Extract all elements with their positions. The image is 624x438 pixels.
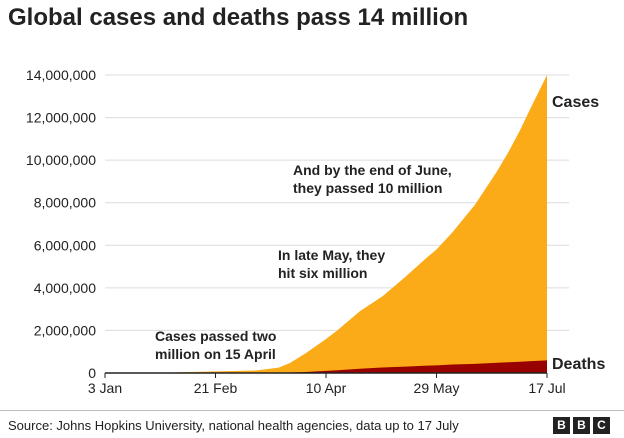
annotation-text: And by the end of June, — [293, 162, 452, 178]
x-tick-label: 29 May — [414, 380, 460, 396]
y-tick-label: 8,000,000 — [34, 195, 96, 211]
annotation-text: they passed 10 million — [293, 180, 442, 196]
cases-area — [105, 75, 547, 373]
annotation-text: hit six million — [278, 265, 367, 281]
x-tick-label: 21 Feb — [194, 380, 238, 396]
chart-title: Global cases and deaths pass 14 million — [8, 4, 469, 31]
bbc-logo: B B C — [553, 417, 610, 434]
logo-letter: B — [553, 417, 570, 434]
y-tick-label: 2,000,000 — [34, 322, 96, 338]
y-tick-label: 14,000,000 — [26, 67, 96, 83]
y-tick-label: 12,000,000 — [26, 110, 96, 126]
footer-divider — [0, 410, 624, 411]
y-tick-label: 4,000,000 — [34, 280, 96, 296]
source-note: Source: Johns Hopkins University, nation… — [8, 418, 459, 433]
area-chart: 0 2,000,000 4,000,000 6,000,000 8,000,000 10,… — [26, 67, 606, 396]
logo-letter: B — [573, 417, 590, 434]
y-tick-label: 0 — [88, 365, 96, 381]
deaths-area — [105, 360, 547, 373]
x-tick-label: 17 Jul — [528, 380, 565, 396]
x-tick-label: 3 Jan — [88, 380, 122, 396]
x-tick-label: 10 Apr — [306, 380, 347, 396]
annotation-text: million on 15 April — [155, 346, 276, 362]
logo-letter: C — [593, 417, 610, 434]
series-label-deaths: Deaths — [552, 356, 605, 373]
annotation-text: Cases passed two — [155, 328, 276, 344]
series-label-cases: Cases — [552, 94, 599, 111]
y-tick-label: 10,000,000 — [26, 152, 96, 168]
y-tick-label: 6,000,000 — [34, 237, 96, 253]
annotation-text: In late May, they — [278, 247, 385, 263]
